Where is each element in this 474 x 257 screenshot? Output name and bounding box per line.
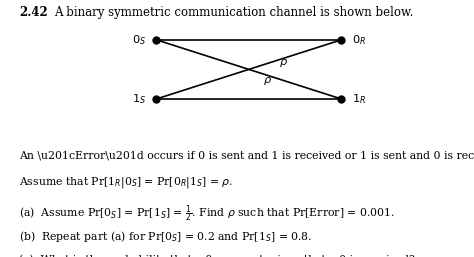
Text: Assume that Pr[1$_R$|0$_S$] = Pr[0$_R$|1$_S$] = $\rho$.: Assume that Pr[1$_R$|0$_S$] = Pr[0$_R$|1… [19, 175, 233, 190]
Text: $\rho$: $\rho$ [279, 57, 288, 69]
Text: 2.42: 2.42 [19, 6, 48, 20]
Text: (a)  Assume Pr[0$_S$] = Pr[1$_S$] = $\frac{1}{2}$. Find $\rho$ such that Pr[Erro: (a) Assume Pr[0$_S$] = Pr[1$_S$] = $\fra… [19, 204, 395, 225]
Text: A binary symmetric communication channel is shown below.: A binary symmetric communication channel… [55, 6, 414, 20]
Text: An \u201cError\u201d occurs if 0 is sent and 1 is received or 1 is sent and 0 is: An \u201cError\u201d occurs if 0 is sent… [19, 150, 474, 160]
Text: $0_R$: $0_R$ [352, 33, 366, 47]
Text: (c)  What is the probability that a 0 was sent, given that a 0 is received?: (c) What is the probability that a 0 was… [19, 255, 415, 257]
Text: (b)  Repeat part (a) for Pr[0$_S$] = 0.2 and Pr[1$_S$] = 0.8.: (b) Repeat part (a) for Pr[0$_S$] = 0.2 … [19, 229, 312, 244]
Text: $\rho$: $\rho$ [263, 75, 272, 87]
Text: $0_S$: $0_S$ [132, 33, 146, 47]
Text: $1_R$: $1_R$ [352, 92, 366, 106]
Text: $1_S$: $1_S$ [132, 92, 146, 106]
